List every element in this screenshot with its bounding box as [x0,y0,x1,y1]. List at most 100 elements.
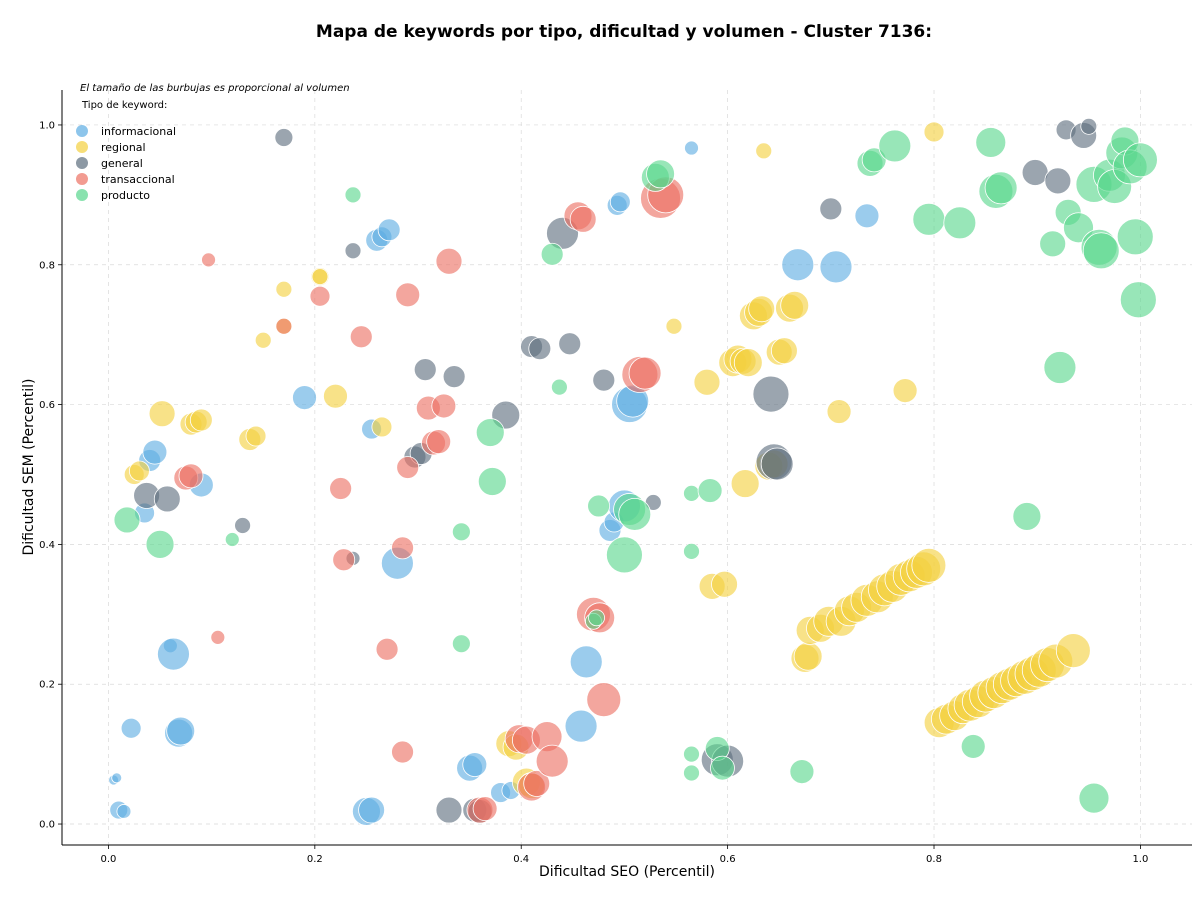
y-tick-label: 0.0 [39,820,55,831]
bubble [344,186,362,204]
bubbles [108,117,1158,826]
y-tick-label: 0.2 [39,680,55,691]
bubble [558,332,582,356]
y-axis-label: Dificultad SEM (Percentil) [21,379,37,556]
bubble [395,282,421,308]
x-tick-label: 0.4 [513,854,529,865]
bubble [609,191,631,213]
bubble [1012,502,1042,531]
bubble [451,634,471,654]
bubble [711,570,738,598]
legend-marker [76,189,88,201]
bubble [540,242,564,266]
bubble [224,532,240,547]
bubble [588,609,605,627]
bubble [166,716,196,746]
bubble [426,429,452,455]
bubble [1055,633,1091,669]
bubble [309,285,331,307]
bubble [1039,230,1067,258]
bubble [730,469,760,498]
bubble [189,408,213,432]
bubble [1116,218,1154,256]
bubble [475,418,505,447]
bubble [733,348,763,378]
bubble [332,548,356,572]
bubble [329,477,353,500]
bubble [1119,281,1157,319]
bubble [975,127,1007,158]
chart-title: Mapa de keywords por tipo, dificultad y … [316,22,932,42]
bubble [535,744,569,778]
bubble [789,759,815,784]
x-tick-label: 0.8 [926,854,942,865]
series-producto [113,126,1158,814]
bubble [710,755,735,781]
y-tick-label: 0.6 [39,400,55,411]
bubble [442,365,466,389]
bubble [391,536,414,560]
bubble [111,772,123,784]
bubble [586,682,622,717]
series-informacional [108,140,880,826]
bubble [960,734,986,759]
bubble [1043,351,1077,384]
bubble [665,317,683,335]
bubble [551,378,568,396]
bubble [462,752,488,778]
axes: 0.0 0.2 0.4 0.6 0.8 1.0 0.0 0.2 0.4 0.6 0.8 1.0 [39,90,1192,865]
bubble [523,770,551,797]
bubble [274,128,294,147]
bubble [311,268,329,286]
bubble [826,399,852,424]
bubble [683,484,700,502]
legend-entry: informacional [101,125,176,138]
legend-entry: producto [101,189,150,202]
bubble [377,218,401,242]
bubble [477,467,507,496]
bubble [358,796,385,824]
bubble [923,121,945,143]
bubble [1080,117,1098,135]
bubble [984,171,1018,205]
legend: informacional regional general transacciona… [76,125,176,202]
legend-entry: general [101,157,143,170]
bubble [245,425,267,447]
bubble [275,317,293,335]
bubble [892,378,918,404]
bubble [113,506,141,534]
bubble [943,206,977,240]
bubble [234,517,251,534]
bubble [697,478,723,503]
legend-entry: transaccional [101,173,175,186]
bubble [819,250,853,284]
bubble [683,542,700,560]
bubble [755,142,773,160]
bubble [145,529,175,559]
bubble [878,129,912,163]
bubble [693,368,721,396]
bubble [1044,167,1072,195]
x-tick-label: 1.0 [1132,854,1148,865]
bubble [128,460,150,482]
bubble [153,485,181,513]
bubble [528,337,552,361]
bubble [1078,782,1110,814]
x-tick-label: 0.6 [720,854,736,865]
bubble [349,325,373,349]
bubble [391,740,414,764]
bubble [413,358,437,382]
bubble [861,147,887,173]
bubble [210,629,226,645]
bubble [435,796,463,824]
bubble [120,717,142,739]
bubble [275,280,293,298]
y-tick-label: 0.8 [39,260,55,271]
bubble [912,202,946,236]
bubble [793,641,823,671]
bubble [1082,232,1120,270]
bubble [323,383,348,409]
bubble [606,536,643,574]
bubble [142,439,168,465]
